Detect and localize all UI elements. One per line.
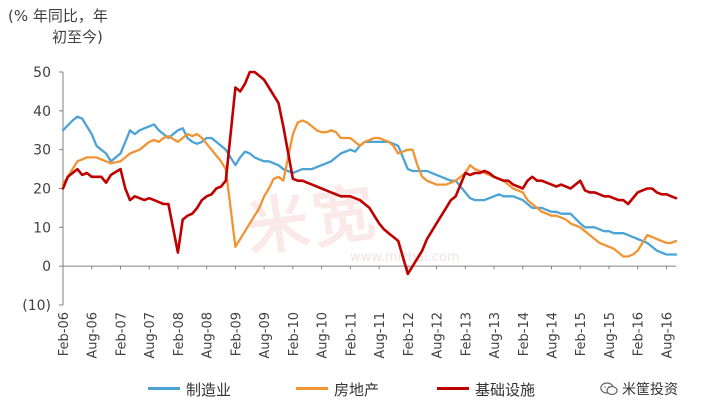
legend-swatch-infrastructure [437,387,469,390]
brand: 米筐投资 [600,380,678,400]
x-tick-label: Feb-09 [229,312,244,356]
legend-swatch-manufacturing [148,387,180,390]
y-tick-label: 20 [33,182,51,198]
line-chart: (10) 0 10 20 30 40 50 Feb-06 Aug-06 Feb-07 Aug-07 F… [22,65,678,359]
wechat-icon [600,382,618,396]
y-axis-title: (% 年同比，年 初至今) [8,6,108,48]
series-line-real-estate [61,119,678,258]
x-tick-label: Feb-10 [287,312,302,356]
x-tick-label: Aug-12 [431,312,446,359]
x-tick-label: Feb-13 [459,312,474,356]
y-tick-label: 0 [42,259,51,275]
x-tick-label: Feb-12 [402,312,417,356]
brand-name: 米筐投资 [622,382,678,398]
x-tick-label: Aug-15 [603,312,618,359]
x-tick-label: Feb-15 [574,312,589,356]
legend-item-infrastructure: 基础设施 [437,380,535,400]
x-tick-label: Aug-13 [488,312,503,359]
x-tick-label: Aug-09 [258,312,273,359]
x-tick-label: Aug-07 [143,312,158,359]
legend-label-real-estate: 房地产 [334,381,380,399]
y-axis-title-line1: (% 年同比，年 [8,7,108,25]
series-line-infrastructure [61,70,678,276]
x-tick-label: Feb-06 [57,312,72,356]
x-tick-label: Aug-14 [545,312,560,359]
x-tick-label: Feb-08 [172,312,187,356]
x-tick-label: Aug-08 [201,312,216,359]
legend-label-infrastructure: 基础设施 [475,381,536,399]
x-tick-label: Feb-07 [114,312,129,356]
y-tick-label: 50 [33,65,51,81]
x-tick-label: Feb-11 [344,312,359,356]
legend: 制造业 房地产 基础设施 [0,380,719,402]
x-tick-label: Aug-11 [373,312,388,359]
x-tick-label: Aug-06 [86,312,101,359]
legend-label-manufacturing: 制造业 [186,381,232,399]
x-tick-label: Feb-16 [632,312,647,356]
y-tick-label: 10 [33,220,51,236]
y-tick-label: 40 [33,104,51,120]
legend-swatch-real-estate [296,387,328,390]
y-axis-title-line2: 初至今) [52,28,103,46]
x-tick-label: Feb-14 [517,312,532,356]
x-tick-label: Aug-16 [660,312,675,359]
legend-item-real-estate: 房地产 [296,380,379,400]
legend-item-manufacturing: 制造业 [148,380,231,400]
y-tick-label: (10) [22,298,51,314]
x-tick-label: Aug-10 [316,312,331,359]
y-tick-label: 30 [33,143,51,159]
